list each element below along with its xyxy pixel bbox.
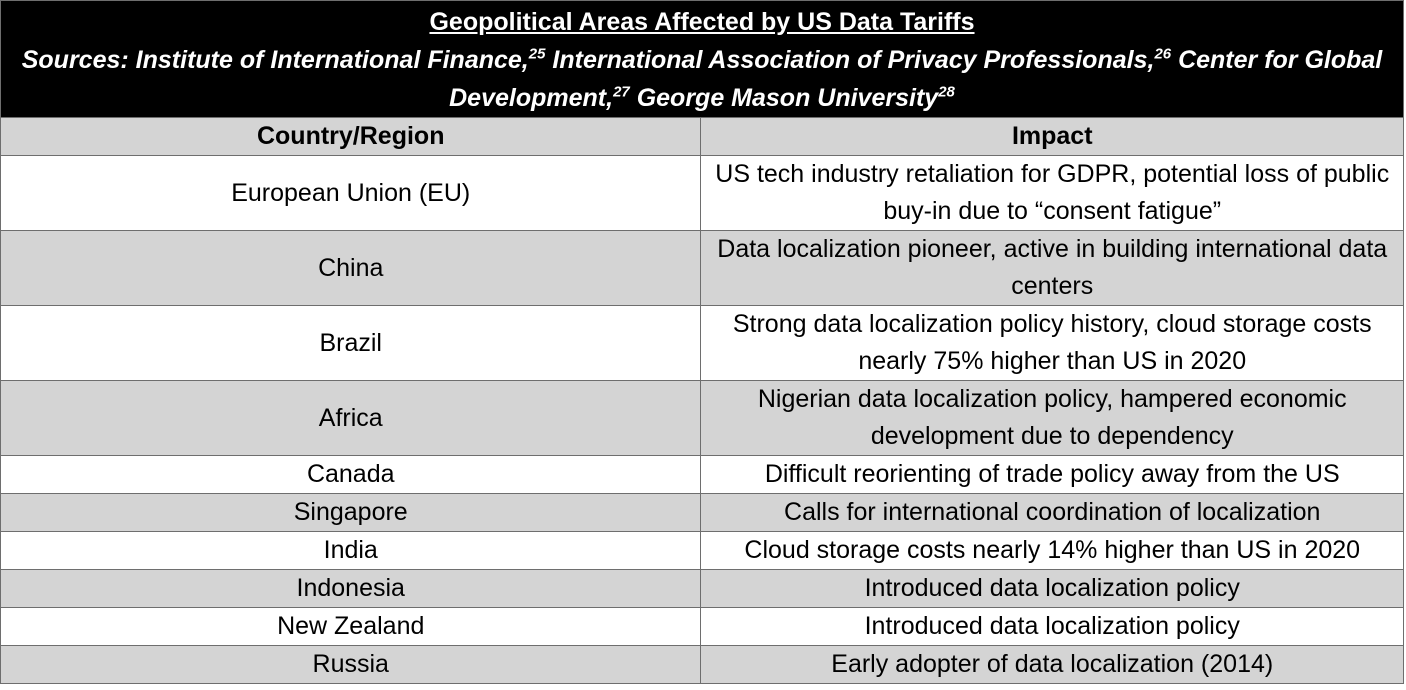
- impact-cell: US tech industry retaliation for GDPR, p…: [700, 155, 1404, 231]
- title-row: Geopolitical Areas Affected by US Data T…: [0, 0, 1404, 118]
- table-row: Canada Difficult reorienting of trade po…: [0, 455, 1404, 494]
- column-header-country: Country/Region: [0, 117, 702, 156]
- country-cell: China: [0, 230, 702, 306]
- impact-cell: Cloud storage costs nearly 14% higher th…: [700, 531, 1404, 570]
- column-header-impact: Impact: [700, 117, 1404, 156]
- title-cell: Geopolitical Areas Affected by US Data T…: [0, 0, 1404, 118]
- table-row: Indonesia Introduced data localization p…: [0, 569, 1404, 608]
- country-cell: Singapore: [0, 493, 702, 532]
- country-cell: Brazil: [0, 305, 702, 381]
- sources-line: Sources: Institute of International Fina…: [11, 41, 1393, 117]
- source-name: Center for Global Development,: [449, 45, 1383, 112]
- country-cell: Canada: [0, 455, 702, 494]
- table-row: India Cloud storage costs nearly 14% hig…: [0, 531, 1404, 570]
- country-cell: Africa: [0, 380, 702, 456]
- impact-cell: Calls for international coordination of …: [700, 493, 1404, 532]
- impact-cell: Nigerian data localization policy, hampe…: [700, 380, 1404, 456]
- impact-cell: Data localization pioneer, active in bui…: [700, 230, 1404, 306]
- impact-cell: Strong data localization policy history,…: [700, 305, 1404, 381]
- table-row: Singapore Calls for international coordi…: [0, 493, 1404, 532]
- table-row: New Zealand Introduced data localization…: [0, 607, 1404, 646]
- country-cell: European Union (EU): [0, 155, 702, 231]
- table-row: Brazil Strong data localization policy h…: [0, 305, 1404, 381]
- footnote-ref: 26: [1154, 45, 1172, 63]
- source-name: George Mason University: [629, 83, 939, 112]
- country-cell: New Zealand: [0, 607, 702, 646]
- impact-cell: Difficult reorienting of trade policy aw…: [700, 455, 1404, 494]
- table-row: Russia Early adopter of data localizatio…: [0, 645, 1404, 684]
- country-cell: Russia: [0, 645, 702, 684]
- impact-cell: Introduced data localization policy: [700, 607, 1404, 646]
- source-name: International Association of Privacy Pro…: [545, 45, 1155, 74]
- table-row: Africa Nigerian data localization policy…: [0, 380, 1404, 456]
- footnote-ref: 28: [938, 83, 955, 101]
- table-row: China Data localization pioneer, active …: [0, 230, 1404, 306]
- country-cell: Indonesia: [0, 569, 702, 608]
- footnote-ref: 25: [528, 45, 546, 63]
- table-row: European Union (EU) US tech industry ret…: [0, 155, 1404, 231]
- column-header-row: Country/Region Impact: [0, 117, 1404, 156]
- table-title: Geopolitical Areas Affected by US Data T…: [429, 7, 975, 36]
- impact-cell: Early adopter of data localization (2014…: [700, 645, 1404, 684]
- footnote-ref: 27: [613, 83, 630, 101]
- source-name: Institute of International Finance,: [135, 45, 529, 74]
- country-cell: India: [0, 531, 702, 570]
- impact-cell: Introduced data localization policy: [700, 569, 1404, 608]
- sources-prefix: Sources:: [21, 45, 136, 74]
